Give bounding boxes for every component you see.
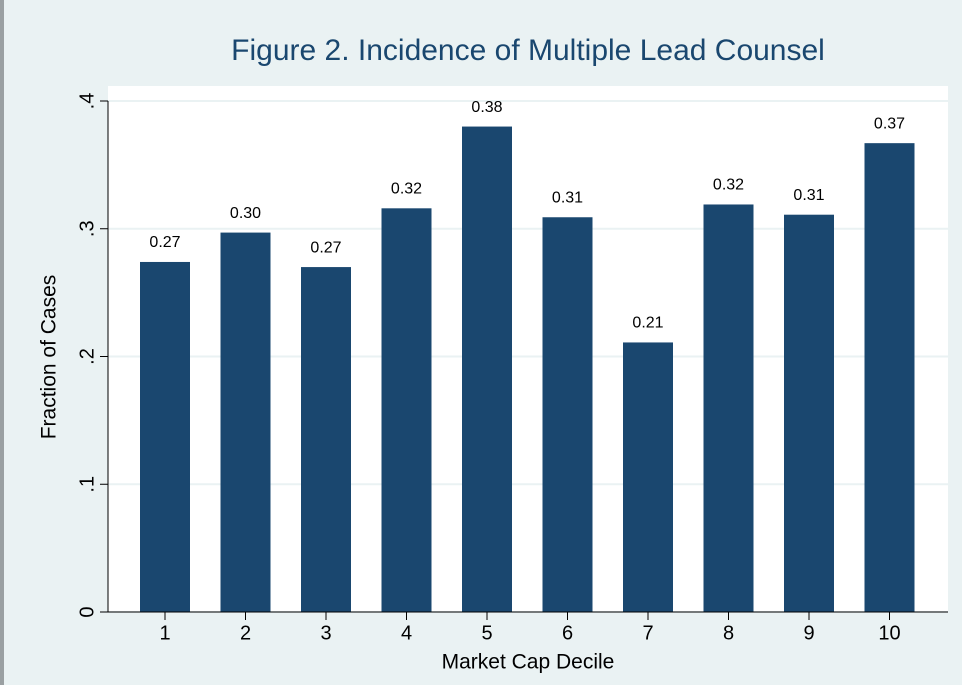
value-label: 0.21 [632,315,663,332]
x-tick-label: 10 [878,622,900,644]
bar [381,208,432,612]
bar [703,204,754,613]
value-label: 0.32 [391,181,422,198]
x-tick-label: 6 [562,622,573,644]
value-label: 0.32 [713,177,744,194]
value-label: 0.27 [149,234,180,251]
value-label: 0.30 [230,205,261,222]
y-axis-label: Fraction of Cases [38,275,61,440]
y-tick-label: .2 [76,348,98,365]
x-tick-label: 5 [481,622,492,644]
value-label: 0.27 [310,239,341,256]
x-tick-label: 8 [723,622,734,644]
value-label: 0.31 [793,187,824,204]
left-edge [0,0,4,685]
x-axis-label: Market Cap Decile [442,651,615,674]
y-tick-label: 0 [76,606,98,617]
value-label: 0.38 [471,99,502,116]
x-tick-label: 3 [320,622,331,644]
bar [784,214,834,612]
value-label: 0.31 [552,189,583,206]
bar [623,342,673,612]
chart-title: Figure 2. Incidence of Multiple Lead Cou… [231,34,825,67]
bar [140,261,190,612]
bar [301,267,351,612]
y-tick-label: .4 [76,93,98,110]
x-tick-label: 7 [642,622,653,644]
bar [542,217,593,612]
x-tick-label: 2 [240,622,251,644]
x-tick-label: 4 [401,622,412,644]
bar [462,126,512,613]
x-tick-label: 1 [159,622,170,644]
bar [220,232,271,612]
x-tick-label: 9 [803,622,814,644]
y-tick-label: .3 [76,220,98,237]
y-tick-label: .1 [76,476,98,493]
bar [864,143,915,612]
value-label: 0.37 [874,115,905,132]
